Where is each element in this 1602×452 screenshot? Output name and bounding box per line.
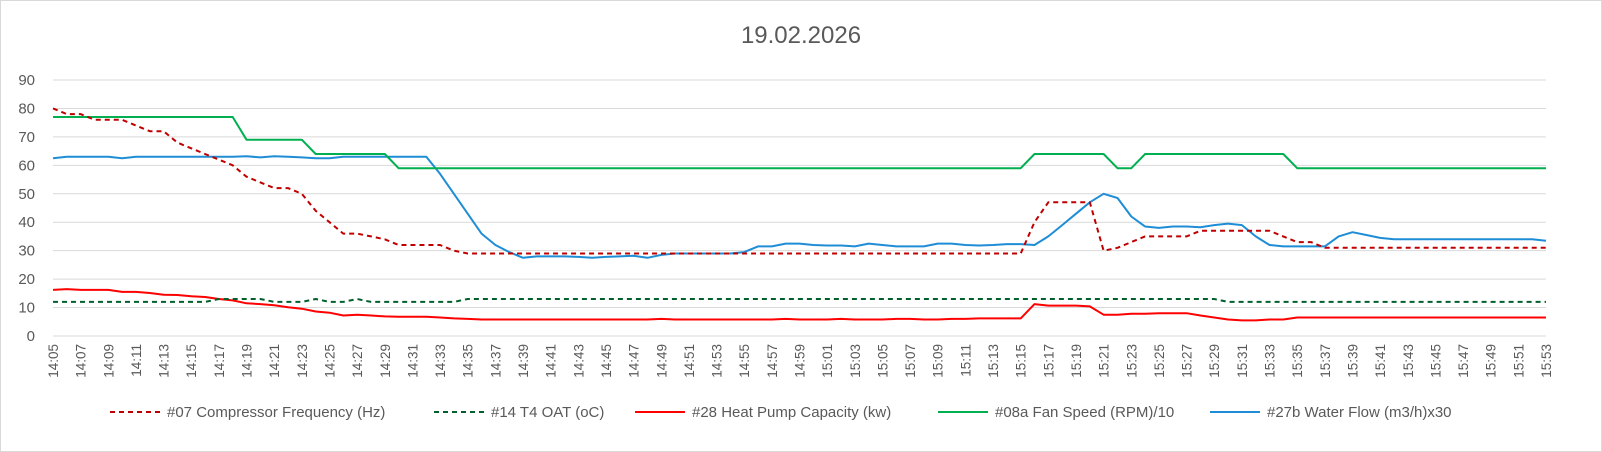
gridlines bbox=[53, 79, 1546, 337]
series-line-2 bbox=[52, 288, 1546, 322]
y-tick-label: 0 bbox=[27, 328, 35, 345]
x-tick-label: 14:53 bbox=[710, 344, 725, 378]
y-tick-label: 50 bbox=[18, 186, 35, 203]
x-tick-label: 14:45 bbox=[599, 344, 614, 378]
x-tick-label: 14:07 bbox=[74, 344, 89, 378]
x-tick-label: 15:35 bbox=[1290, 344, 1305, 378]
x-tick-label: 15:29 bbox=[1207, 344, 1222, 378]
x-tick-label: 15:49 bbox=[1484, 344, 1499, 378]
x-tick-label: 15:39 bbox=[1345, 344, 1360, 378]
x-tick-label: 15:01 bbox=[820, 344, 835, 378]
x-tick-label: 14:59 bbox=[793, 344, 808, 378]
x-tick-label: 14:13 bbox=[157, 344, 172, 378]
x-tick-label: 15:23 bbox=[1124, 344, 1139, 378]
x-tick-label: 14:41 bbox=[544, 344, 559, 378]
y-axis-ticks: 0 10 20 30 40 50 60 70 80 90 bbox=[18, 72, 35, 345]
x-tick-label: 14:05 bbox=[46, 344, 61, 378]
y-tick-label: 70 bbox=[18, 129, 35, 146]
x-tick-label: 14:39 bbox=[516, 344, 531, 378]
legend-label: #07 Compressor Frequency (Hz) bbox=[167, 404, 385, 421]
x-tick-label: 14:23 bbox=[295, 344, 310, 378]
chart-title: 19.02.2026 bbox=[741, 22, 861, 49]
series-lines bbox=[52, 107, 1547, 322]
x-tick-label: 15:27 bbox=[1180, 344, 1195, 378]
series-line-4 bbox=[52, 155, 1547, 259]
y-tick-label: 30 bbox=[18, 243, 35, 260]
x-tick-label: 15:41 bbox=[1373, 344, 1388, 378]
x-tick-label: 14:33 bbox=[433, 344, 448, 378]
x-tick-label: 15:13 bbox=[986, 344, 1001, 378]
x-tick-label: 15:05 bbox=[875, 344, 890, 378]
legend-label: #28 Heat Pump Capacity (kw) bbox=[692, 404, 891, 421]
x-tick-label: 14:25 bbox=[322, 344, 337, 378]
x-tick-label: 15:43 bbox=[1401, 344, 1416, 378]
x-tick-label: 15:17 bbox=[1041, 344, 1056, 378]
x-tick-label: 14:27 bbox=[350, 344, 365, 378]
series-line-3 bbox=[53, 116, 1546, 170]
series-line-0 bbox=[52, 107, 1546, 255]
y-tick-label: 10 bbox=[18, 300, 35, 317]
x-tick-label: 15:19 bbox=[1069, 344, 1084, 378]
x-tick-label: 14:47 bbox=[627, 344, 642, 378]
x-tick-label: 14:51 bbox=[682, 344, 697, 378]
y-tick-label: 80 bbox=[18, 100, 35, 117]
x-tick-label: 15:25 bbox=[1152, 344, 1167, 378]
x-tick-label: 14:57 bbox=[765, 344, 780, 378]
x-tick-label: 15:07 bbox=[903, 344, 918, 378]
y-tick-label: 40 bbox=[18, 214, 35, 231]
x-tick-label: 14:31 bbox=[405, 344, 420, 378]
legend-label: #14 T4 OAT (oC) bbox=[491, 404, 604, 421]
x-tick-label: 15:31 bbox=[1235, 344, 1250, 378]
x-tick-label: 14:11 bbox=[129, 344, 144, 377]
legend-label: #27b Water Flow (m3/h)x30 bbox=[1267, 404, 1452, 421]
x-axis-ticks: 14:05 14:07 14:09 14:11 14:13 14:15 14:17 14:19… bbox=[46, 344, 1554, 378]
x-tick-label: 15:03 bbox=[848, 344, 863, 378]
x-tick-label: 14:19 bbox=[240, 344, 255, 378]
y-tick-label: 20 bbox=[18, 271, 35, 288]
x-tick-label: 15:09 bbox=[931, 344, 946, 378]
x-tick-label: 15:37 bbox=[1318, 344, 1333, 378]
x-tick-label: 14:21 bbox=[267, 344, 282, 378]
legend-label: #08a Fan Speed (RPM)/10 bbox=[995, 404, 1174, 421]
y-tick-label: 60 bbox=[18, 157, 35, 174]
x-tick-label: 14:29 bbox=[378, 344, 393, 378]
x-tick-label: 14:17 bbox=[212, 344, 227, 378]
x-tick-label: 14:55 bbox=[737, 344, 752, 378]
x-tick-label: 14:43 bbox=[571, 344, 586, 378]
legend: #07 Compressor Frequency (Hz) #14 T4 OAT … bbox=[110, 404, 1452, 421]
x-tick-label: 15:11 bbox=[958, 344, 973, 377]
x-tick-label: 15:47 bbox=[1456, 344, 1471, 378]
x-tick-label: 15:51 bbox=[1511, 344, 1526, 378]
x-tick-label: 15:33 bbox=[1263, 344, 1278, 378]
x-tick-label: 14:49 bbox=[654, 344, 669, 378]
x-tick-label: 14:15 bbox=[184, 344, 199, 378]
x-tick-label: 14:09 bbox=[101, 344, 116, 378]
x-tick-label: 15:15 bbox=[1014, 344, 1029, 378]
x-tick-label: 15:21 bbox=[1097, 344, 1112, 378]
x-tick-label: 14:37 bbox=[488, 344, 503, 378]
x-tick-label: 15:53 bbox=[1539, 344, 1554, 378]
series-line-1 bbox=[53, 298, 1546, 303]
x-tick-label: 15:45 bbox=[1428, 344, 1443, 378]
x-tick-label: 14:35 bbox=[461, 344, 476, 378]
y-tick-label: 90 bbox=[18, 72, 35, 89]
